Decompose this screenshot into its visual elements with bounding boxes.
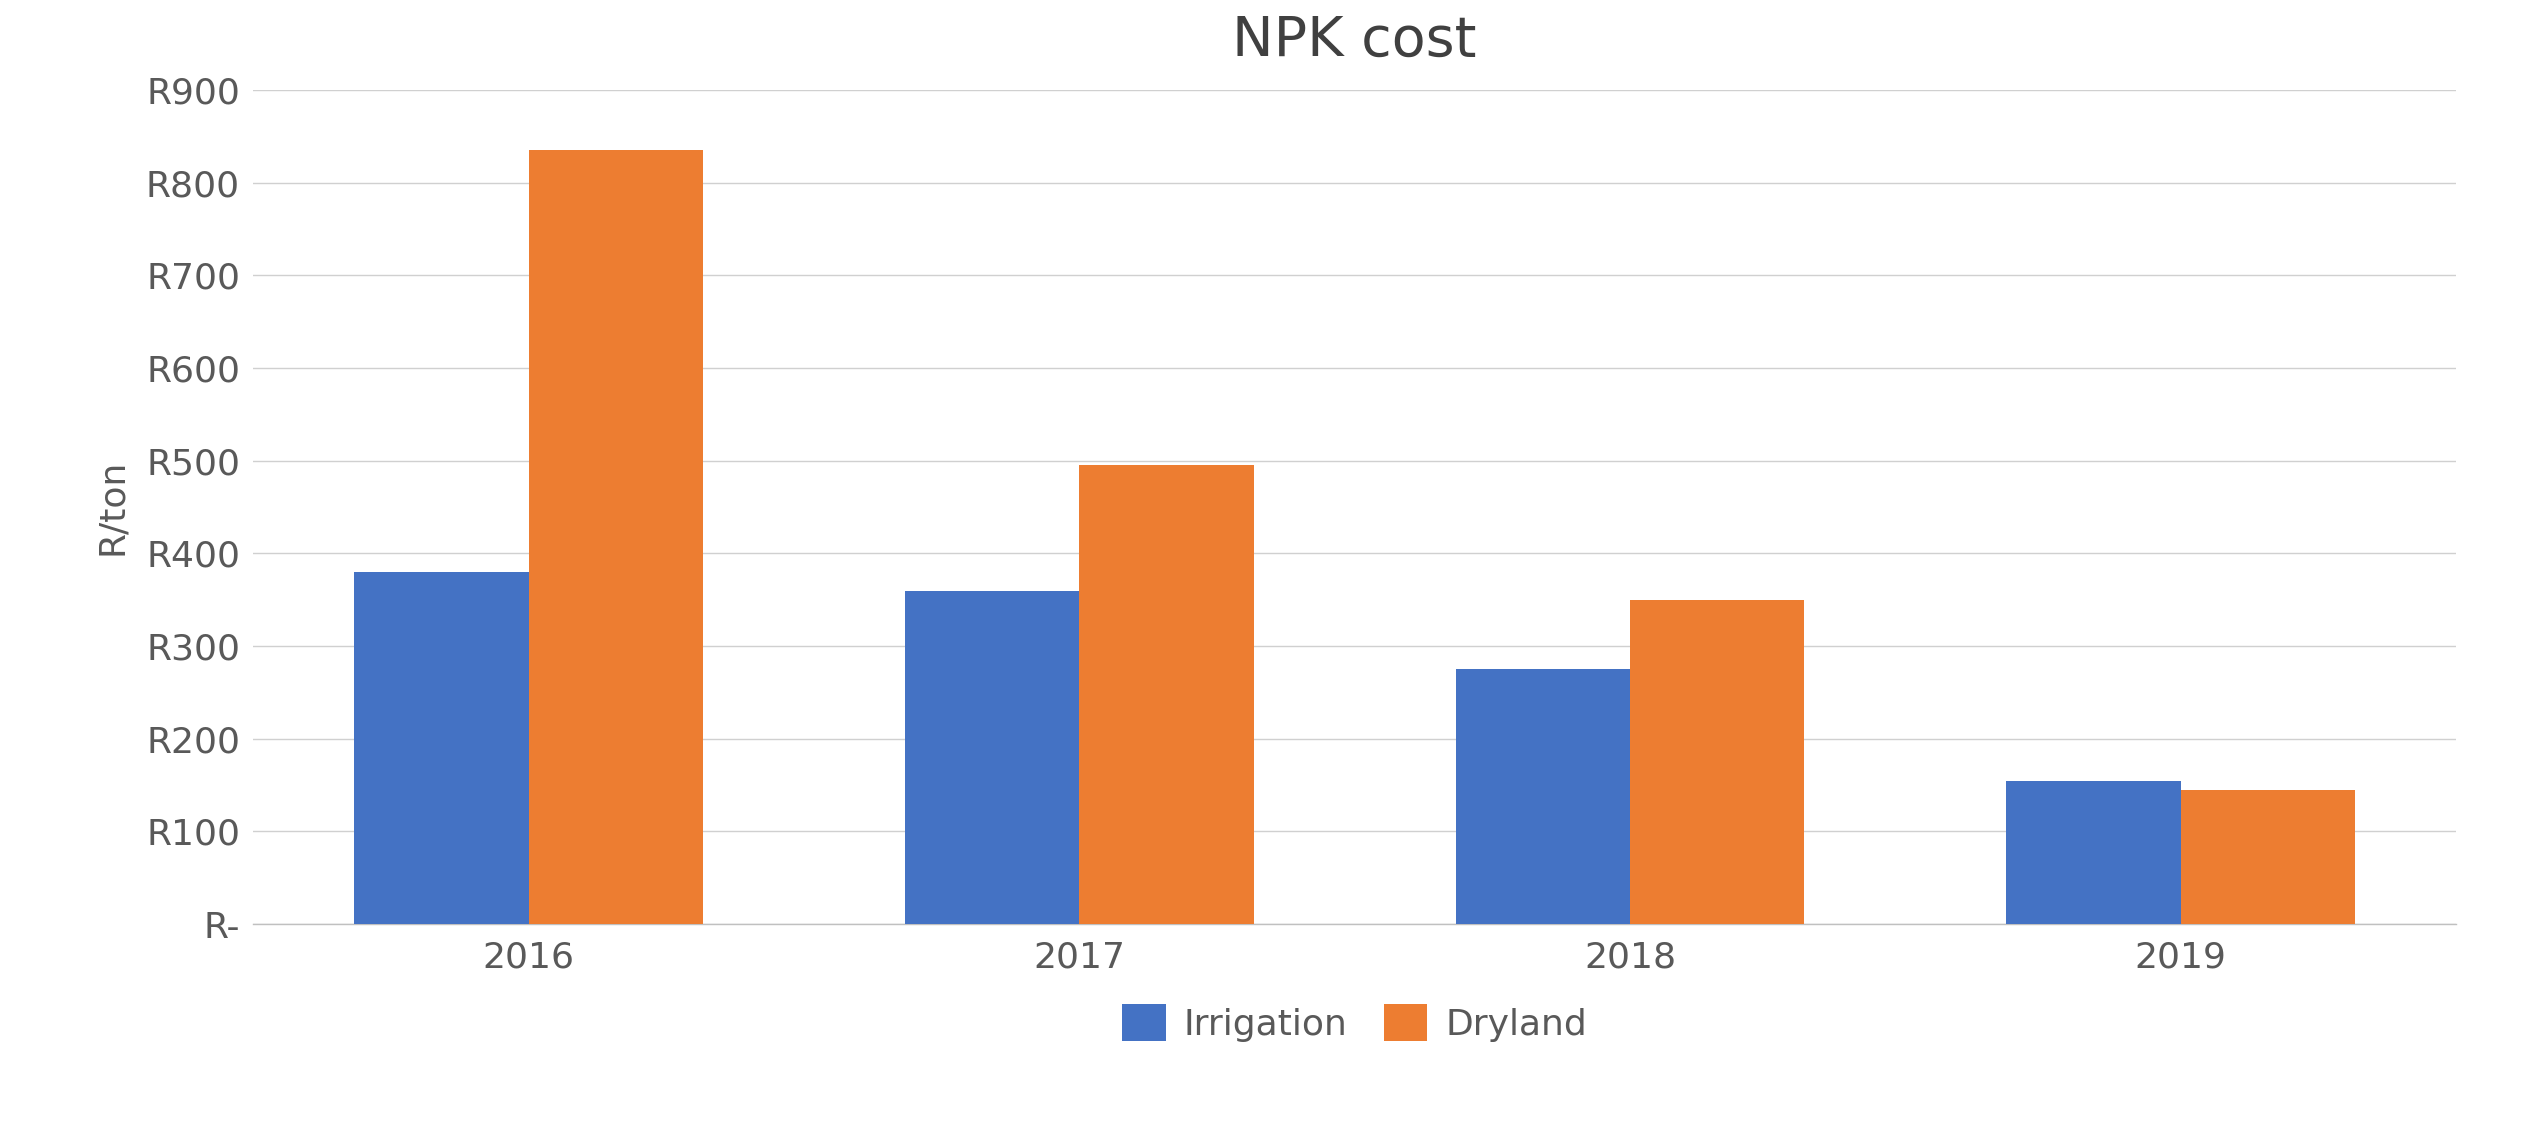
Bar	[1079, 465, 1253, 924]
Bar	[529, 150, 704, 924]
Bar	[1631, 600, 1805, 924]
Bar	[2180, 790, 2355, 924]
Bar	[904, 591, 1079, 924]
Bar	[1456, 669, 1631, 924]
Bar	[354, 573, 529, 924]
Title: NPK cost: NPK cost	[1233, 14, 1476, 68]
Bar	[2005, 781, 2180, 924]
Y-axis label: R/ton: R/ton	[96, 459, 129, 556]
Legend: Irrigation, Dryland: Irrigation, Dryland	[1109, 990, 1600, 1056]
